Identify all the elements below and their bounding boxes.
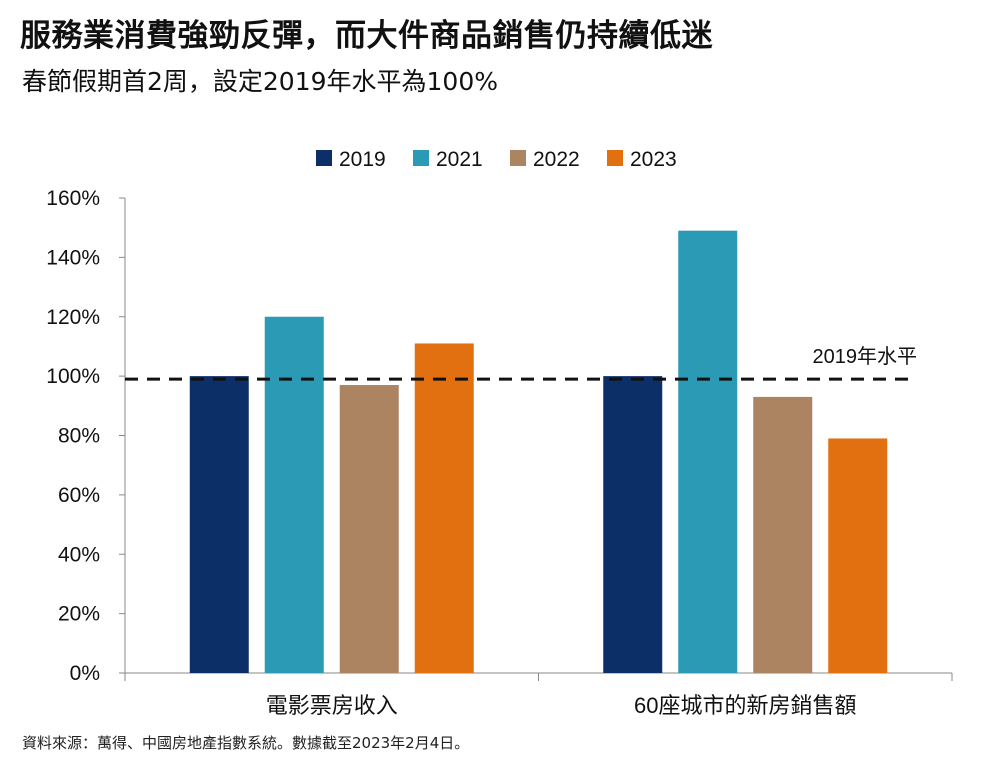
y-tick-label: 60% xyxy=(58,484,100,507)
legend-swatch-2022 xyxy=(510,150,526,166)
bar-2021 xyxy=(264,316,324,673)
bar-2022 xyxy=(339,385,399,673)
y-tick-label: 20% xyxy=(58,603,100,626)
bar-2021 xyxy=(678,230,738,673)
legend-label-2019: 2019 xyxy=(339,148,386,171)
x-category-label: 電影票房收入 xyxy=(266,693,398,718)
y-tick-label: 160% xyxy=(46,187,100,210)
y-tick-label: 0% xyxy=(70,662,100,685)
legend-swatch-2021 xyxy=(413,150,429,166)
bar-2019 xyxy=(189,376,249,673)
bars xyxy=(189,230,888,673)
legend-swatch-2019 xyxy=(316,150,332,166)
bar-2022 xyxy=(753,396,813,673)
bar-2023 xyxy=(828,438,888,673)
legend-label-2023: 2023 xyxy=(630,148,677,171)
reference-line-label: 2019年水平 xyxy=(813,345,918,368)
y-tick-label: 80% xyxy=(58,425,100,448)
y-tick-label: 40% xyxy=(58,543,100,566)
source-note: 資料來源：萬得、中國房地產指數系統。數據截至2023年2月4日。 xyxy=(22,734,470,752)
chart-subtitle: 春節假期首2周，設定2019年水平為100% xyxy=(22,67,499,96)
y-tick-label: 100% xyxy=(46,365,100,388)
y-axis: 0% 20% 40% 60% 80% 100% 120% 140% 160% xyxy=(46,187,126,685)
legend-label-2022: 2022 xyxy=(533,148,580,171)
legend-label-2021: 2021 xyxy=(436,148,483,171)
x-category-label: 60座城市的新房銷售額 xyxy=(634,693,856,718)
x-axis: 電影票房收入 60座城市的新房銷售額 xyxy=(124,672,953,718)
bar-2023 xyxy=(414,343,474,673)
legend: 2019 2021 2022 2023 xyxy=(316,148,677,171)
y-tick-label: 140% xyxy=(46,246,100,269)
bar-2019 xyxy=(603,376,663,673)
legend-swatch-2023 xyxy=(607,150,623,166)
chart-title: 服務業消費強勁反彈，而大件商品銷售仍持續低迷 xyxy=(20,18,713,54)
reference-line-group: 2019年水平 xyxy=(125,345,918,381)
y-tick-label: 120% xyxy=(46,306,100,329)
